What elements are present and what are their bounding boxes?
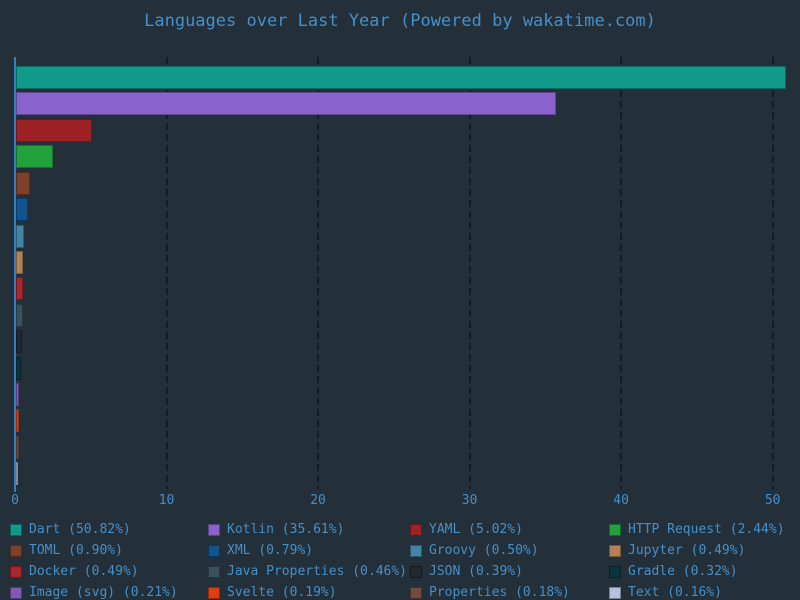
x-tick-label-30: 30 [461,493,478,508]
legend-swatch [609,523,621,536]
legend-item-label: HTTP Request (2.44%) [628,521,785,537]
legend-item-label: Gradle (0.32%) [628,563,738,579]
bar-gradle [16,356,21,380]
legend-swatch [609,565,621,578]
legend-swatch [410,587,422,600]
legend-swatch [10,565,22,578]
x-tick-label-0: 0 [11,493,19,508]
legend-swatch [208,587,220,600]
legend-item-label: Text (0.16%) [628,585,722,600]
legend-item-label: Kotlin (35.61%) [227,521,345,537]
legend-swatch [410,565,422,578]
legend-item: Dart (50.82%) [10,521,131,537]
bar-xml [16,198,28,222]
legend-item: Gradle (0.32%) [609,563,738,579]
legend-swatch [609,587,621,600]
legend-item-label: Java Properties (0.46%) [227,563,408,579]
legend-item-label: XML (0.79%) [227,542,314,558]
legend-swatch [10,544,22,557]
legend-item: TOML (0.90%) [10,542,123,558]
gridline-50 [771,57,774,489]
chart-title: Languages over Last Year (Powered by wak… [144,11,656,31]
y-axis-line [14,57,16,492]
legend-swatch [208,544,220,557]
legend-item-label: Dart (50.82%) [29,521,131,537]
bar-text [16,462,19,486]
legend-swatch [10,587,22,600]
legend-swatch [208,565,220,578]
legend-item-label: Groovy (0.50%) [429,542,539,558]
legend-swatch [410,523,422,536]
legend-item: Jupyter (0.49%) [609,542,746,558]
bar-http-request [16,145,53,169]
legend-item-label: TOML (0.90%) [29,542,123,558]
bar-jupyter [16,250,24,274]
legend-swatch [10,523,22,536]
x-tick-label-50: 50 [764,493,781,508]
bar-kotlin [16,92,556,116]
bar-dart [16,66,787,89]
x-tick-label-10: 10 [158,493,175,508]
legend-item: Kotlin (35.61%) [208,521,345,537]
gridline-30 [468,57,471,489]
bar-groovy [16,224,24,248]
legend-item: Text (0.16%) [609,586,722,600]
legend-item-label: YAML (5.02%) [429,521,523,537]
bar-yaml [16,118,93,142]
legend-item: Properties (0.18%) [410,586,570,600]
gridline-10 [165,57,168,489]
legend-item: Svelte (0.19%) [208,586,337,600]
legend-swatch [410,544,422,557]
legend-item: Groovy (0.50%) [410,542,539,558]
bar-properties [16,435,19,459]
bar-svelte [16,409,19,433]
legend-item: XML (0.79%) [208,542,314,558]
legend-item: Image (svg) (0.21%) [10,586,178,600]
legend-item: YAML (5.02%) [410,521,523,537]
legend-item-label: Properties (0.18%) [429,585,570,600]
bar-docker [16,277,24,301]
legend-item: Docker (0.49%) [10,563,139,579]
bar-image-svg [16,383,20,407]
gridline-20 [317,57,320,489]
legend-item: HTTP Request (2.44%) [609,521,785,537]
legend-item: JSON (0.39%) [410,563,523,579]
legend-item-label: Image (svg) (0.21%) [29,585,178,600]
legend-item-label: Docker (0.49%) [29,563,139,579]
legend-item-label: JSON (0.39%) [429,563,523,579]
x-tick-label-40: 40 [613,493,629,508]
legend-swatch [609,544,621,557]
bar-json [16,330,22,354]
legend-item: Java Properties (0.46%) [208,563,408,579]
legend-swatch [208,523,220,536]
bar-toml [16,171,30,195]
x-tick-label-20: 20 [310,493,326,508]
bar-java-properties [16,303,23,327]
legend-item-label: Jupyter (0.49%) [628,542,746,558]
gridline-40 [620,57,623,489]
legend-item-label: Svelte (0.19%) [227,585,337,600]
